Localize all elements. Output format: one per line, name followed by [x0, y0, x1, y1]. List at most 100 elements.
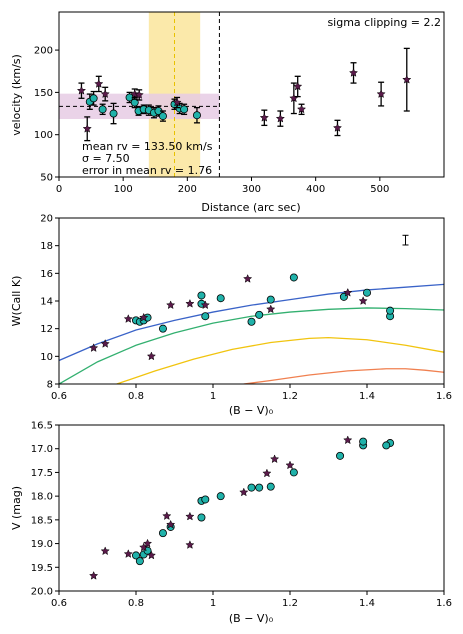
x-tick-label: 1.2	[282, 391, 298, 402]
data-point-circle	[247, 317, 256, 326]
data-point-star	[76, 85, 87, 95]
data-point-star	[146, 550, 157, 560]
y-tick-label: 14	[40, 297, 53, 308]
data-point-circle	[201, 495, 210, 504]
data-point-star	[266, 304, 276, 314]
x-tick-label: 1	[210, 391, 216, 402]
data-point-star	[100, 546, 110, 556]
data-point-star	[89, 570, 99, 580]
data-point-star	[259, 112, 269, 122]
data-point-star	[123, 314, 133, 323]
y-tick-label: 16	[40, 269, 53, 280]
data-point-circle	[216, 294, 225, 303]
data-point-star	[172, 97, 182, 107]
plot-frame	[58, 424, 445, 592]
x-tick-label: 0.8	[128, 598, 144, 609]
data-point-circle	[89, 94, 98, 103]
data-point-circle	[197, 513, 206, 522]
y-tick-label: 50	[40, 173, 53, 184]
data-point-star	[139, 312, 149, 322]
data-point-star	[402, 74, 412, 84]
y-tick-label: 17.0	[31, 444, 53, 455]
data-point-circle	[135, 557, 144, 566]
x-tick-label: 1.6	[436, 598, 452, 609]
data-point-star	[262, 468, 272, 478]
y-tick-label: 20	[40, 214, 53, 225]
data-point-circle	[289, 273, 298, 282]
data-point-circle	[158, 112, 167, 121]
panel-magnitude-color: 0.6 0.8 1 1.2 1.4 1.6 16.5 17.0 17.5 18.0 18.5 19.0…	[10, 421, 452, 626]
data-point-star	[185, 511, 195, 521]
y-tick-label: 20.0	[31, 587, 53, 598]
data-point-star	[142, 538, 153, 548]
x-tick-label: 0.8	[128, 391, 144, 402]
x-axis-label: Distance (arc sec)	[201, 201, 300, 214]
data-point-star	[243, 274, 253, 283]
data-point-circle	[192, 111, 201, 120]
y-tick-label: 19.5	[31, 563, 53, 574]
data-point-circle	[216, 492, 225, 501]
x-tick-label: 200	[178, 184, 197, 195]
model-curve	[243, 368, 444, 384]
y-tick-label: 17.5	[31, 468, 53, 479]
data-point-circle	[255, 310, 264, 319]
data-point-star	[123, 549, 133, 558]
y-tick-label: 150	[34, 88, 53, 99]
y-tick-label: 100	[34, 130, 53, 141]
data-point-star	[376, 89, 386, 98]
data-point-circle	[266, 295, 275, 304]
plot-area	[89, 435, 395, 580]
data-point-circle	[158, 324, 167, 333]
data-point-star	[185, 298, 195, 308]
x-tick-label: 0.6	[51, 598, 67, 609]
annotation-mean-rv: mean rv = 133.50 km/s	[82, 140, 213, 153]
data-point-star	[134, 90, 144, 99]
data-point-star	[162, 511, 172, 520]
data-point-star	[296, 104, 307, 114]
model-curve	[59, 307, 444, 384]
data-point-star	[293, 81, 303, 91]
data-point-star	[332, 123, 343, 132]
data-point-star	[239, 487, 249, 497]
annotation-sigma-clipping: sigma clipping = 2.2	[327, 16, 441, 29]
x-tick-label: 1.4	[359, 391, 375, 402]
x-tick-label: 100	[114, 184, 133, 195]
data-point-circle	[255, 483, 264, 492]
data-point-circle	[131, 551, 140, 560]
x-axis-label: (B − V)₀	[229, 612, 274, 625]
y-tick-label: 18.0	[31, 492, 53, 503]
data-point-star	[285, 460, 295, 470]
data-point-circle	[359, 437, 368, 446]
data-point-star	[185, 540, 195, 549]
y-tick-label: 8	[47, 380, 53, 391]
data-point-circle	[362, 288, 371, 297]
data-point-circle	[247, 483, 256, 492]
plot-area	[59, 234, 444, 384]
panel-velocity-distance: 0 100 200 300 400 500 50 100 150 200 sigma clippi…	[10, 11, 445, 214]
data-point-star	[94, 79, 104, 88]
data-point-circle	[336, 451, 345, 460]
x-tick-label: 0	[56, 184, 62, 195]
data-point-circle	[266, 482, 275, 491]
data-point-star	[100, 89, 110, 98]
data-point-circle	[289, 468, 298, 477]
panel-callk-color: 0.6 0.8 1 1.2 1.4 1.6 8 10 12 14 16 18 20 (B − V)₀ W…	[10, 214, 452, 418]
data-point-circle	[382, 441, 391, 450]
y-tick-label: 18	[40, 241, 53, 252]
data-point-star	[166, 519, 176, 529]
x-axis-label: (B − V)₀	[229, 404, 274, 417]
y-tick-label: 200	[34, 46, 53, 57]
x-tick-label: 1	[210, 598, 216, 609]
data-point-star	[275, 113, 285, 123]
y-axis-label: velocity (km/s)	[10, 54, 23, 136]
data-point-circle	[158, 529, 167, 538]
data-point-circle	[201, 312, 210, 321]
data-point-star	[82, 123, 92, 133]
y-tick-label: 12	[40, 324, 53, 335]
x-tick-label: 1.4	[359, 598, 375, 609]
data-point-star	[343, 287, 353, 297]
x-tick-label: 300	[242, 184, 261, 195]
x-tick-label: 1.2	[282, 598, 298, 609]
y-tick-label: 18.5	[31, 515, 53, 526]
